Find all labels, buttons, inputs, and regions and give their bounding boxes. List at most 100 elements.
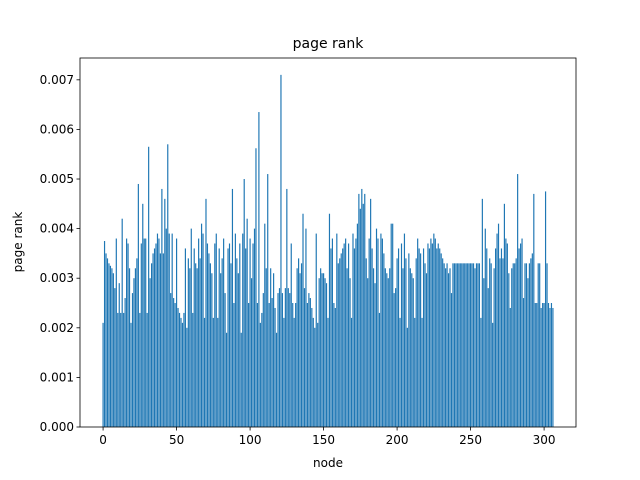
bar <box>496 233 498 427</box>
bar <box>543 303 545 427</box>
bar <box>117 312 119 427</box>
bar <box>403 233 406 427</box>
bar <box>389 268 391 427</box>
bar <box>259 322 261 427</box>
bar <box>499 258 501 427</box>
bar <box>534 303 536 427</box>
bar <box>502 258 504 427</box>
bar <box>245 248 247 427</box>
bar <box>334 307 336 427</box>
bar <box>536 303 538 427</box>
bar <box>236 258 238 427</box>
bar <box>295 303 297 427</box>
bar <box>264 223 266 427</box>
bar <box>302 213 304 427</box>
bar <box>440 253 442 427</box>
bar <box>274 307 276 427</box>
bar <box>175 238 178 427</box>
bar <box>399 317 401 427</box>
bar <box>161 188 163 427</box>
bar <box>547 303 550 427</box>
bar <box>181 322 184 427</box>
y-tick-label: 0.005 <box>40 172 74 186</box>
bar <box>228 243 231 427</box>
x-tick-label: 250 <box>459 433 482 447</box>
bar <box>368 238 370 427</box>
bar <box>462 263 464 427</box>
bar <box>528 263 530 427</box>
bar <box>480 317 482 427</box>
bar <box>365 258 367 427</box>
bar <box>352 233 354 427</box>
bar <box>539 263 541 427</box>
bar <box>537 263 539 427</box>
bar <box>131 293 134 427</box>
bar <box>127 243 129 427</box>
bar <box>340 253 342 427</box>
bar <box>234 233 236 427</box>
bar <box>521 238 523 427</box>
bar <box>471 263 473 427</box>
bar <box>128 268 131 427</box>
bar <box>505 238 507 427</box>
bar <box>427 243 429 427</box>
bar <box>278 288 281 427</box>
bar <box>109 265 112 427</box>
bar <box>549 307 551 427</box>
bar <box>370 198 372 427</box>
bar <box>468 263 470 427</box>
bar <box>489 258 491 427</box>
bar <box>211 273 213 427</box>
bar <box>218 248 220 427</box>
y-tick-label: 0.006 <box>40 122 74 136</box>
bar <box>123 312 125 427</box>
bar <box>167 144 169 427</box>
bar <box>249 238 251 427</box>
bar <box>145 238 147 427</box>
bar <box>199 258 201 427</box>
bar <box>165 228 167 427</box>
bar <box>494 248 497 427</box>
bar <box>215 233 217 427</box>
bar <box>126 238 128 427</box>
bar <box>486 248 488 427</box>
bar <box>308 293 310 427</box>
bar <box>324 278 326 427</box>
bar <box>540 307 542 427</box>
bar <box>152 253 154 427</box>
bar <box>318 278 320 427</box>
bar <box>227 248 229 427</box>
bar <box>180 317 182 427</box>
bar <box>372 268 375 427</box>
bar <box>146 312 148 427</box>
bar <box>106 258 109 427</box>
bar <box>552 307 554 427</box>
bar <box>393 293 395 427</box>
bar <box>118 283 120 427</box>
bar <box>209 263 211 427</box>
bar <box>171 233 173 427</box>
bar <box>431 243 433 427</box>
bar <box>270 268 272 427</box>
bar <box>437 243 439 427</box>
bar <box>317 322 319 427</box>
bar <box>286 188 288 427</box>
bar <box>299 273 301 427</box>
bar <box>217 317 219 427</box>
bar <box>522 298 525 427</box>
bar <box>421 317 423 427</box>
bar <box>233 303 235 427</box>
bar <box>330 248 332 427</box>
bar <box>205 198 207 427</box>
bar <box>350 317 353 427</box>
bar <box>173 298 175 427</box>
bar <box>120 312 122 427</box>
bar <box>517 174 519 427</box>
bar <box>292 303 294 427</box>
y-tick-label: 0.003 <box>40 271 74 285</box>
bar <box>514 263 516 427</box>
bar <box>461 263 463 427</box>
chart-title: page rank <box>293 36 365 52</box>
bar <box>105 253 107 427</box>
bar <box>508 273 510 427</box>
